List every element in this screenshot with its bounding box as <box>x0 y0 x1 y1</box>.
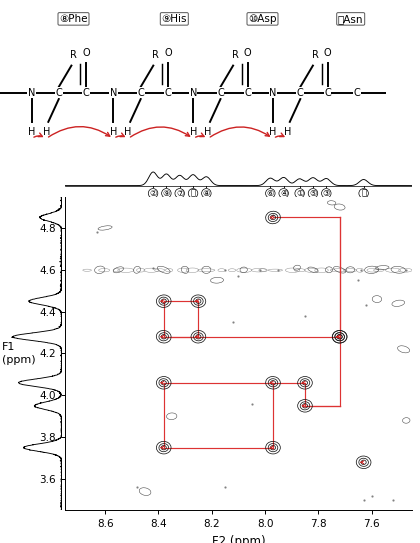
Text: ⑫: ⑫ <box>361 189 366 198</box>
Text: H: H <box>269 128 277 137</box>
Text: C: C <box>324 88 331 98</box>
Text: O: O <box>244 48 252 59</box>
Text: O: O <box>82 48 90 59</box>
Text: C: C <box>244 88 251 98</box>
Text: ⑦: ⑦ <box>176 189 184 198</box>
Text: C: C <box>354 88 360 98</box>
Text: ③: ③ <box>323 189 330 198</box>
Text: ④: ④ <box>280 189 287 198</box>
Text: H: H <box>204 128 212 137</box>
Text: R: R <box>232 50 239 60</box>
Text: C: C <box>297 88 304 98</box>
Text: C: C <box>55 88 62 98</box>
Text: F1
(ppm): F1 (ppm) <box>2 342 36 365</box>
Text: N: N <box>110 88 117 98</box>
Text: O: O <box>164 48 172 59</box>
Text: C: C <box>83 88 89 98</box>
Text: ⑧Phe: ⑧Phe <box>59 14 88 24</box>
Text: H: H <box>42 128 50 137</box>
Text: N: N <box>189 88 197 98</box>
Text: N: N <box>28 88 35 98</box>
Text: H: H <box>28 128 35 137</box>
Text: N: N <box>269 88 277 98</box>
Text: ⑧: ⑧ <box>202 189 210 198</box>
Text: H: H <box>124 128 132 137</box>
Text: ⑨: ⑨ <box>163 189 170 198</box>
Text: H: H <box>189 128 197 137</box>
Text: O: O <box>324 48 331 59</box>
Text: ⑪: ⑪ <box>191 189 196 198</box>
Text: R: R <box>152 50 159 60</box>
X-axis label: F2 (ppm): F2 (ppm) <box>212 535 265 543</box>
Text: H: H <box>284 128 291 137</box>
Text: H: H <box>110 128 117 137</box>
Text: R: R <box>312 50 318 60</box>
Text: ⑨His: ⑨His <box>162 14 187 24</box>
Text: ⑩Asp: ⑩Asp <box>248 14 277 24</box>
Text: ⑥: ⑥ <box>267 189 274 198</box>
Text: C: C <box>165 88 171 98</box>
Text: C: C <box>137 88 144 98</box>
Text: ①: ① <box>296 189 303 198</box>
Text: ⑤: ⑤ <box>309 189 317 198</box>
Text: R: R <box>70 50 77 60</box>
Text: ⑪Asn: ⑪Asn <box>338 14 363 24</box>
Text: ②: ② <box>149 189 157 198</box>
Text: C: C <box>217 88 224 98</box>
